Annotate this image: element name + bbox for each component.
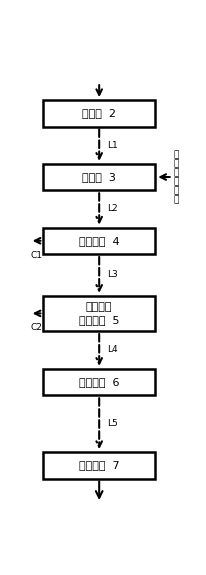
Text: 蒸发浓缩
结晶析盐  5: 蒸发浓缩 结晶析盐 5 xyxy=(79,302,119,325)
Text: 噴雾干燥  6: 噴雾干燥 6 xyxy=(79,377,119,387)
Text: 预处理  2: 预处理 2 xyxy=(82,108,116,118)
Text: 成品处理  7: 成品处理 7 xyxy=(79,460,119,470)
FancyBboxPatch shape xyxy=(43,100,155,126)
Text: 预浓缩  3: 预浓缩 3 xyxy=(82,172,116,182)
Text: L4: L4 xyxy=(107,346,118,354)
Text: C1: C1 xyxy=(30,251,42,259)
Text: L1: L1 xyxy=(107,141,118,150)
Text: 吸
收
剂
调
节
液: 吸 收 剂 调 节 液 xyxy=(173,150,179,204)
Text: C2: C2 xyxy=(30,323,42,332)
FancyBboxPatch shape xyxy=(43,452,155,478)
FancyBboxPatch shape xyxy=(43,369,155,395)
FancyBboxPatch shape xyxy=(43,296,155,331)
Text: L5: L5 xyxy=(107,419,118,428)
FancyBboxPatch shape xyxy=(43,228,155,254)
FancyBboxPatch shape xyxy=(43,164,155,190)
Text: 吸收回用  4: 吸收回用 4 xyxy=(79,236,119,246)
Text: L3: L3 xyxy=(107,270,118,279)
Text: L2: L2 xyxy=(107,204,118,213)
